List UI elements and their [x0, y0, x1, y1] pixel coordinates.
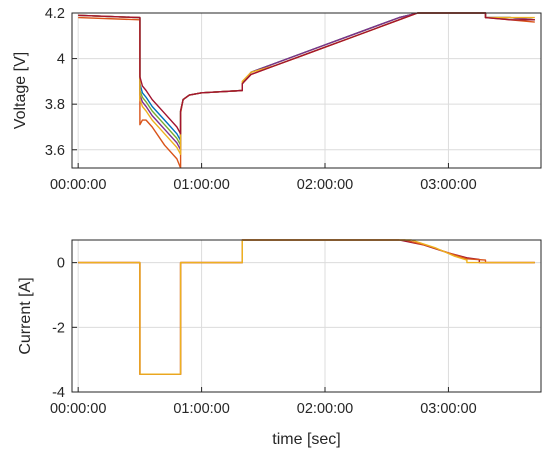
voltage-y-axis-label: Voltage [V]: [12, 52, 29, 129]
current-x-axis-label: time [sec]: [272, 431, 340, 448]
voltage-y-tick-label-2: 4: [57, 52, 65, 68]
current-x-tick-label-3: 03:00:00: [420, 401, 476, 417]
current-y-tick-label-2: 0: [57, 256, 65, 272]
current-x-tick-label-2: 02:00:00: [297, 401, 353, 417]
voltage-series-5: [78, 12, 535, 135]
voltage-x-tick-label-3: 03:00:00: [420, 177, 476, 193]
current-y-tick-label-0: -4: [52, 385, 65, 401]
voltage-x-tick-label-1: 01:00:00: [173, 177, 229, 193]
voltage-series-2: [78, 12, 535, 146]
current-chart: 00:00:00 01:00:00 02:00:00 03:00:00 -4 -2 0 Cur…: [17, 239, 542, 448]
voltage-series-4: [78, 12, 535, 156]
current-y-axis-label: Current [A]: [17, 277, 34, 354]
voltage-x-tick-label-0: 00:00:00: [50, 177, 106, 193]
current-series-2: [78, 239, 535, 375]
current-x-tick-label-0: 00:00:00: [50, 401, 106, 417]
voltage-y-tick-label-3: 4.2: [45, 6, 65, 22]
current-axes-frame: [71, 239, 542, 393]
current-x-tick-label-1: 01:00:00: [173, 401, 229, 417]
current-y-tick-label-1: -2: [52, 320, 65, 336]
voltage-series-3: [78, 12, 535, 151]
voltage-x-tick-label-2: 02:00:00: [297, 177, 353, 193]
voltage-y-tick-label-1: 3.8: [45, 97, 65, 113]
voltage-axes-frame: [71, 12, 542, 169]
voltage-chart: 00:00:00 01:00:00 02:00:00 03:00:00 3.6 3.8 4 4…: [12, 6, 542, 193]
voltage-y-tick-label-0: 3.6: [45, 143, 65, 159]
